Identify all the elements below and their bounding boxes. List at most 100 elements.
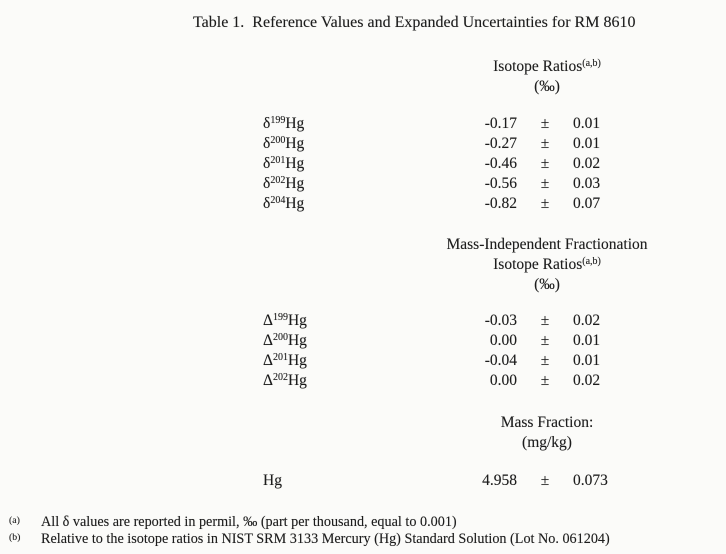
isotope-label: δ200Hg [263, 134, 304, 154]
header-unit: (mg/kg) [522, 434, 572, 451]
header-unit: (‰) [534, 78, 560, 95]
uncertainty: 0.01 [573, 115, 601, 132]
header-line-title: Isotope Ratios(a,b) [380, 57, 714, 77]
mass-fraction-rows: Hg 4.958 ± 0.073 [263, 471, 643, 491]
header-line-title: Mass Fraction: [500, 414, 594, 431]
element-symbol: Hg [285, 115, 305, 132]
delta-symbol: δ [263, 115, 271, 132]
table-row: δ204Hg -0.82 ± 0.07 [263, 194, 643, 214]
value: -0.82 [484, 195, 517, 212]
footnote-b: (b) Relative to the isotope ratios in NIS… [8, 531, 720, 548]
plus-minus-sign: ± [540, 332, 550, 349]
isotope-label: Δ199Hg [263, 311, 307, 331]
uncertainty: 0.01 [573, 135, 601, 152]
isotope-label: δ202Hg [263, 174, 304, 194]
uncertainty: 0.01 [573, 332, 601, 349]
section-header-mass-fraction: Mass Fraction: (mg/kg) [380, 413, 714, 453]
footnote-a: (a) All δ values are reported in permil, … [8, 514, 720, 531]
mif-ratio-rows: Δ199Hg -0.03 ± 0.02 Δ200Hg 0.00 ± 0.01 Δ… [263, 311, 643, 391]
element-symbol: Hg [287, 312, 307, 329]
mass-number: 200 [270, 134, 286, 146]
capital-delta-symbol: Δ [263, 372, 273, 389]
element-symbol: Hg [285, 195, 305, 212]
plus-minus-sign: ± [540, 135, 550, 152]
uncertainty: 0.02 [573, 372, 601, 389]
value: -0.56 [484, 175, 517, 192]
footnote-text-b: Relative to the isotope ratios in NIST S… [41, 530, 610, 547]
uncertainty: 0.01 [573, 352, 601, 369]
mass-number: 199 [270, 114, 286, 126]
isotope-label: δ201Hg [263, 154, 304, 174]
section-header-mif: Mass-Independent Fractionation Isotope R… [380, 235, 714, 295]
mass-number: 204 [270, 194, 286, 206]
header-footnote-ref: (a,b) [582, 57, 601, 69]
plus-minus-sign: ± [540, 175, 550, 192]
plus-minus-sign: ± [540, 352, 550, 369]
mass-number: 200 [272, 331, 288, 343]
capital-delta-symbol: Δ [263, 332, 273, 349]
value: 0.00 [489, 332, 517, 349]
footnotes: (a) All δ values are reported in permil, … [8, 514, 720, 547]
footnote-marker-a: (a) [9, 515, 20, 526]
element-label: Hg [263, 472, 282, 489]
uncertainty: 0.07 [573, 195, 601, 212]
plus-minus-sign: ± [540, 115, 550, 132]
uncertainty: 0.02 [573, 155, 601, 172]
mass-number: 202 [272, 371, 288, 383]
value: -0.03 [484, 312, 517, 329]
table-row: Δ202Hg 0.00 ± 0.02 [263, 371, 643, 391]
element-symbol: Hg [285, 155, 305, 172]
isotope-label: Δ200Hg [263, 331, 307, 351]
element-symbol: Hg [287, 372, 307, 389]
table-row: δ202Hg -0.56 ± 0.03 [263, 174, 643, 194]
element-symbol: Hg [287, 332, 307, 349]
value: -0.04 [484, 352, 517, 369]
isotope-label: Δ201Hg [263, 351, 307, 371]
table-row: δ200Hg -0.27 ± 0.01 [263, 134, 643, 154]
footnote-text-a: All δ values are reported in permil, ‰ (… [41, 514, 457, 530]
header-title-text: Isotope Ratios [493, 256, 583, 273]
element-symbol: Hg [285, 135, 305, 152]
value: -0.17 [484, 115, 517, 132]
value: -0.46 [484, 155, 517, 172]
table-row: δ201Hg -0.46 ± 0.02 [263, 154, 643, 174]
footnote-marker-b: (b) [9, 531, 21, 543]
isotope-label: Δ202Hg [263, 371, 307, 391]
mass-number: 201 [270, 154, 286, 166]
delta-symbol: δ [263, 135, 271, 152]
plus-minus-sign: ± [540, 155, 550, 172]
mass-number: 202 [270, 174, 286, 186]
element-symbol: Hg [285, 175, 305, 192]
plus-minus-sign: ± [540, 472, 550, 489]
value: 4.958 [482, 472, 517, 489]
value: -0.27 [484, 135, 517, 152]
isotope-label: δ204Hg [263, 194, 304, 214]
isotope-label: δ199Hg [263, 114, 304, 134]
table-row: Δ201Hg -0.04 ± 0.01 [263, 351, 643, 371]
table-row: Δ199Hg -0.03 ± 0.02 [263, 311, 643, 331]
uncertainty: 0.073 [573, 472, 608, 489]
uncertainty: 0.02 [573, 312, 601, 329]
header-line-mif: Mass-Independent Fractionation [446, 236, 648, 253]
delta-symbol: δ [263, 195, 271, 212]
header-line-title: Isotope Ratios(a,b) [380, 255, 714, 275]
capital-delta-symbol: Δ [263, 312, 273, 329]
plus-minus-sign: ± [540, 195, 550, 212]
element-symbol: Hg [287, 352, 307, 369]
capital-delta-symbol: Δ [263, 352, 273, 369]
delta-symbol: δ [263, 155, 271, 172]
mass-number: 199 [272, 311, 288, 323]
plus-minus-sign: ± [540, 312, 550, 329]
value: 0.00 [489, 372, 517, 389]
header-title-text: Isotope Ratios [493, 58, 583, 75]
table-row: Hg 4.958 ± 0.073 [263, 471, 643, 491]
isotope-ratio-rows: δ199Hg -0.17 ± 0.01 δ200Hg -0.27 ± 0.01 … [263, 114, 643, 214]
uncertainty: 0.03 [573, 175, 601, 192]
table-row: δ199Hg -0.17 ± 0.01 [263, 114, 643, 134]
header-unit: (‰) [534, 276, 560, 293]
table-title: Table 1. Reference Values and Expanded U… [193, 14, 636, 31]
mass-number: 201 [272, 351, 288, 363]
section-header-isotope-ratios: Isotope Ratios(a,b) (‰) [380, 57, 714, 97]
header-footnote-ref: (a,b) [582, 255, 601, 267]
plus-minus-sign: ± [540, 372, 550, 389]
